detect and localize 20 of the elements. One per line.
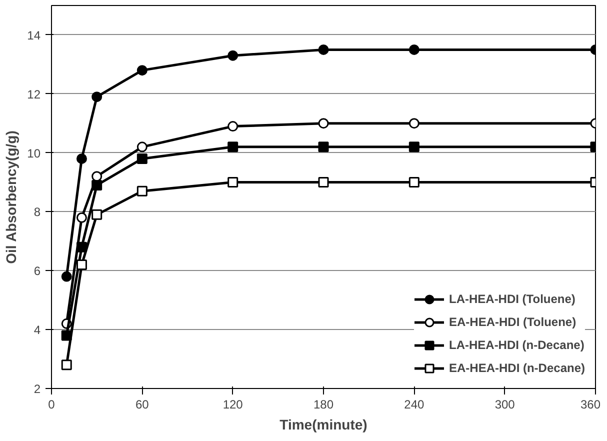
x-tick-label: 120 [222,398,244,412]
legend-label: LA-HEA-HDI (n-Decane) [448,338,584,352]
x-tick-label: 0 [48,398,56,412]
y-tick-label: 8 [34,205,41,220]
y-tick-label: 10 [27,146,41,160]
y-tick-label: 6 [34,264,41,278]
x-tick-label: 180 [313,398,334,412]
y-tick-label: 4 [34,323,41,338]
y-tick-label: 2 [34,382,41,396]
legend-label: EA-HEA-HDI (Toluene) [448,315,576,329]
x-tick-label: 240 [404,398,425,412]
legend-label: EA-HEA-HDI (n-Decane) [448,361,585,375]
y-tick-label: 12 [27,87,41,102]
legend-label: LA-HEA-HDI (Toluene) [448,292,576,306]
x-tick-label: 360 [580,398,601,412]
y-tick-label: 14 [27,28,41,42]
x-tick-label: 60 [135,398,150,412]
y-axis-title: Oil Absorbency(g/g) [3,130,20,264]
x-axis-title: Time(minute) [280,416,368,432]
x-tick-label: 300 [494,398,516,412]
